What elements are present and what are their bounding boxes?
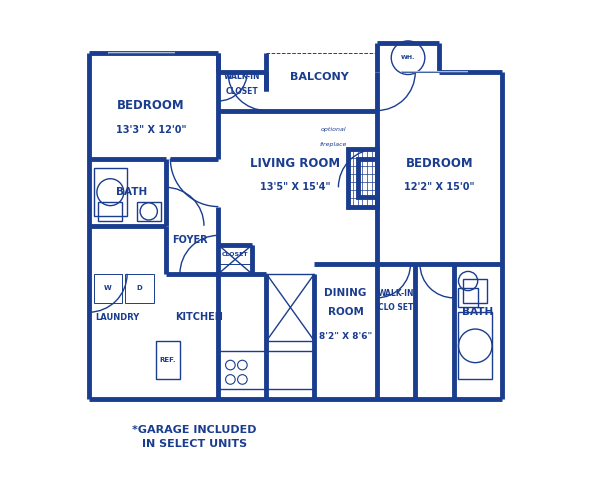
Text: CLO SET: CLO SET: [379, 303, 414, 312]
Bar: [137, 202, 161, 221]
Bar: [156, 341, 180, 379]
Bar: [218, 245, 252, 264]
Text: REF.: REF.: [160, 357, 176, 363]
Text: WALK-IN: WALK-IN: [378, 289, 414, 297]
Text: 12'2" X 15'0": 12'2" X 15'0": [404, 182, 475, 193]
Bar: [125, 274, 154, 303]
Text: D: D: [136, 285, 142, 291]
Text: *GARAGE INCLUDED
IN SELECT UNITS: *GARAGE INCLUDED IN SELECT UNITS: [132, 425, 257, 449]
Text: WH.: WH.: [401, 55, 415, 60]
Text: CLOSET: CLOSET: [222, 252, 248, 257]
Text: BATH: BATH: [116, 187, 148, 197]
Text: fireplace: fireplace: [320, 142, 347, 147]
Bar: [266, 351, 314, 389]
Bar: [458, 288, 478, 307]
Bar: [94, 168, 127, 216]
Text: BALCONY: BALCONY: [290, 72, 349, 82]
Text: 13'5" X 15'4": 13'5" X 15'4": [260, 182, 331, 193]
Bar: [463, 279, 487, 303]
Bar: [348, 149, 377, 207]
Bar: [458, 312, 492, 379]
Text: BEDROOM: BEDROOM: [406, 157, 473, 170]
Text: BATH: BATH: [462, 307, 493, 317]
Text: CLOSET: CLOSET: [226, 87, 259, 96]
Text: W: W: [104, 285, 112, 291]
Bar: [266, 274, 314, 341]
Bar: [98, 202, 122, 221]
Bar: [218, 351, 266, 389]
Bar: [358, 159, 377, 197]
Bar: [94, 274, 122, 303]
Text: DINING: DINING: [325, 288, 367, 298]
Text: WALK-IN: WALK-IN: [224, 73, 260, 81]
Text: FOYER: FOYER: [172, 235, 208, 245]
Text: KITCHEN: KITCHEN: [175, 312, 223, 322]
Text: 13'3" X 12'0": 13'3" X 12'0": [116, 125, 187, 135]
Text: optional: optional: [321, 127, 346, 132]
Text: BEDROOM: BEDROOM: [118, 99, 185, 112]
Text: LIVING ROOM: LIVING ROOM: [250, 157, 340, 170]
Text: 8'2" X 8'6": 8'2" X 8'6": [319, 332, 372, 341]
Text: LAUNDRY: LAUNDRY: [95, 313, 140, 321]
Text: ROOM: ROOM: [328, 307, 364, 317]
